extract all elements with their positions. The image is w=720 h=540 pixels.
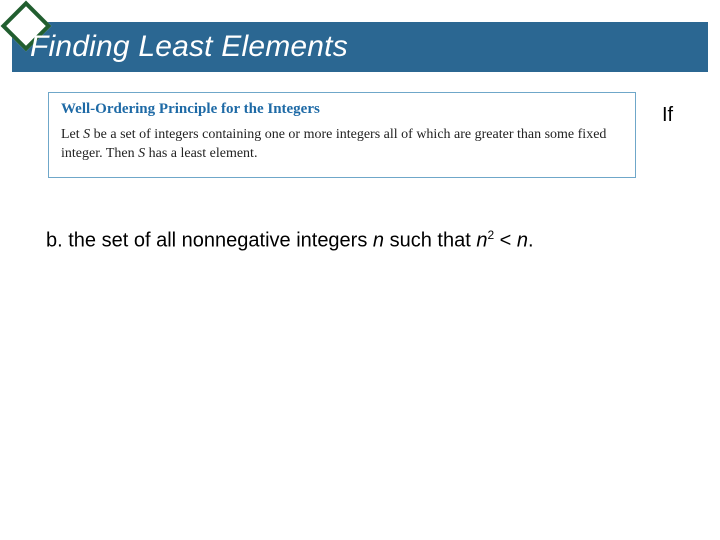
question-var-n2: n: [476, 230, 487, 252]
slide-title: Finding Least Elements: [12, 30, 348, 64]
question-text1: the set of all nonnegative integers: [68, 230, 373, 252]
question-text3: <: [494, 230, 517, 252]
question-var-n1: n: [373, 230, 384, 252]
title-bar: Finding Least Elements: [12, 22, 708, 72]
question-line: b. the set of all nonnegative integers n…: [46, 228, 534, 253]
principle-text-prefix: Let: [61, 127, 83, 142]
question-var-n3: n: [517, 230, 528, 252]
principle-text-suffix: has a least element.: [145, 146, 257, 161]
question-label: b.: [46, 230, 68, 252]
question-text4: .: [528, 230, 534, 252]
principle-heading: Well-Ordering Principle for the Integers: [61, 101, 623, 118]
principle-body: Let S be a set of integers containing on…: [61, 126, 623, 164]
question-text2: such that: [384, 230, 476, 252]
principle-box: Well-Ordering Principle for the Integers…: [48, 92, 636, 178]
trailing-if-text: If: [662, 104, 673, 127]
